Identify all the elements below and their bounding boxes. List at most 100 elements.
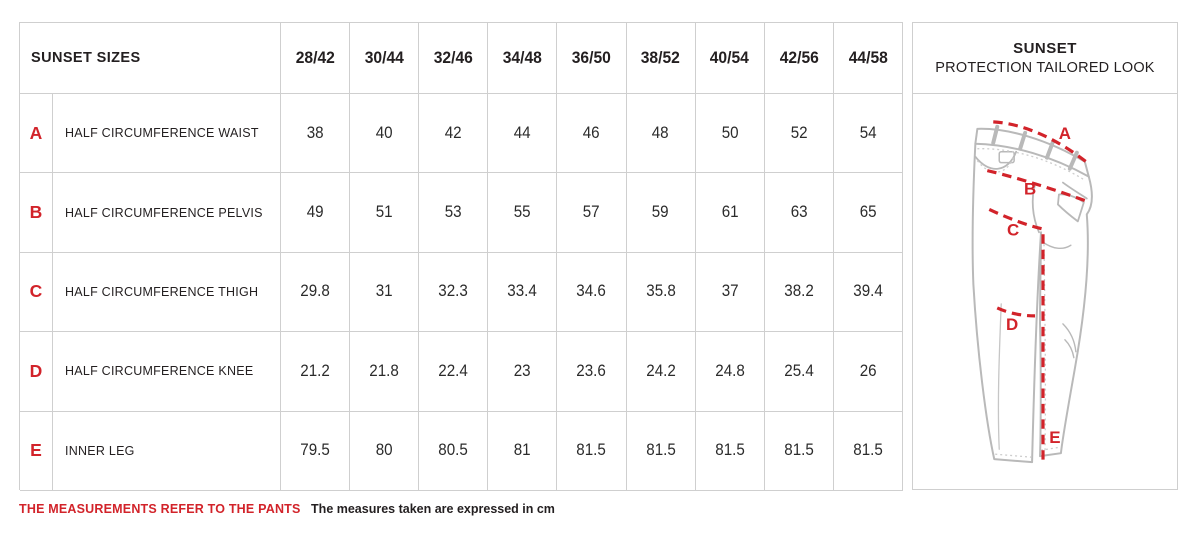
value: 53 bbox=[444, 203, 462, 222]
value-cell: 32.3 bbox=[419, 252, 489, 333]
value: 23 bbox=[513, 361, 531, 380]
value: 81.5 bbox=[645, 441, 676, 460]
value: 48 bbox=[652, 123, 670, 142]
value: 81.5 bbox=[784, 441, 814, 460]
value-cell: 63 bbox=[764, 173, 834, 253]
size-header-label: 30/44 bbox=[364, 48, 404, 67]
value-cell: 23.6 bbox=[557, 332, 627, 412]
value: 59 bbox=[652, 203, 670, 222]
value: 25.4 bbox=[784, 361, 814, 380]
pants-illustration: A B C D E bbox=[971, 120, 1093, 464]
value-cell: 81 bbox=[488, 411, 558, 491]
value: 61 bbox=[721, 203, 739, 222]
value: 80.5 bbox=[438, 441, 469, 460]
value: 38 bbox=[306, 123, 324, 142]
value: 79.5 bbox=[300, 441, 330, 460]
value-cell: 54 bbox=[833, 94, 903, 174]
table-title: SUNSET SIZES bbox=[20, 23, 281, 94]
row-letter: C bbox=[20, 252, 53, 333]
value-cell: 29.8 bbox=[281, 252, 351, 333]
size-header-cell: 38/52 bbox=[626, 23, 696, 94]
value: 40 bbox=[375, 123, 393, 142]
size-header-cell: 28/42 bbox=[281, 23, 351, 94]
value: 81.5 bbox=[714, 441, 745, 460]
row-letter: E bbox=[20, 411, 53, 491]
value-cell: 22.4 bbox=[419, 332, 489, 412]
value: 35.8 bbox=[645, 282, 676, 301]
value: 46 bbox=[583, 123, 600, 142]
value-cell: 33.4 bbox=[488, 252, 558, 333]
measurement-note: THE MEASUREMENTS REFER TO THE PANTS The … bbox=[19, 502, 555, 516]
value-cell: 53 bbox=[419, 173, 489, 253]
diagram-label-b: B bbox=[1024, 179, 1036, 198]
size-header-cell: 34/48 bbox=[488, 23, 558, 94]
value: 51 bbox=[375, 203, 393, 222]
size-header-cell: 44/58 bbox=[833, 23, 903, 94]
row-label: HALF CIRCUMFERENCE KNEE bbox=[53, 332, 281, 412]
size-header-label: 28/42 bbox=[295, 48, 335, 67]
value: 21.2 bbox=[300, 361, 330, 380]
value-cell: 44 bbox=[488, 94, 558, 174]
value-cell: 24.2 bbox=[626, 332, 696, 412]
pelvis-line-B bbox=[986, 169, 1086, 202]
value-cell: 57 bbox=[557, 173, 627, 253]
value-cell: 38.2 bbox=[764, 252, 834, 333]
value: 29.8 bbox=[300, 282, 330, 301]
value-cell: 59 bbox=[626, 173, 696, 253]
value: 54 bbox=[859, 123, 877, 142]
value: 50 bbox=[721, 123, 739, 142]
panel-header: SUNSET PROTECTION TAILORED LOOK bbox=[913, 23, 1177, 94]
value-cell: 81.5 bbox=[695, 411, 765, 491]
value-cell: 40 bbox=[350, 94, 420, 174]
value-cell: 35.8 bbox=[626, 252, 696, 333]
value: 23.6 bbox=[576, 361, 607, 380]
size-header-label: 44/58 bbox=[848, 48, 888, 67]
value-cell: 24.8 bbox=[695, 332, 765, 412]
value-cell: 61 bbox=[695, 173, 765, 253]
value: 81 bbox=[513, 441, 531, 460]
value: 33.4 bbox=[507, 282, 538, 301]
size-header-cell: 32/46 bbox=[419, 23, 489, 94]
value: 44 bbox=[513, 123, 531, 142]
value-cell: 26 bbox=[833, 332, 903, 412]
value-cell: 34.6 bbox=[557, 252, 627, 333]
value-cell: 42 bbox=[419, 94, 489, 174]
product-panel: SUNSET PROTECTION TAILORED LOOK bbox=[912, 22, 1178, 490]
product-subtitle: PROTECTION TAILORED LOOK bbox=[935, 60, 1155, 76]
value: 65 bbox=[859, 203, 877, 222]
row-label: HALF CIRCUMFERENCE PELVIS bbox=[53, 173, 281, 253]
value-cell: 80.5 bbox=[419, 411, 489, 491]
pants-measurement-diagram: A B C D E bbox=[913, 94, 1177, 490]
value: 26 bbox=[859, 361, 877, 380]
value-cell: 52 bbox=[764, 94, 834, 174]
waist-line-A bbox=[993, 120, 1091, 166]
value: 38.2 bbox=[784, 282, 814, 301]
value-cell: 48 bbox=[626, 94, 696, 174]
size-header-cell: 30/44 bbox=[350, 23, 420, 94]
knee-line-D bbox=[996, 306, 1036, 318]
size-header-label: 34/48 bbox=[502, 48, 542, 67]
size-header-label: 38/52 bbox=[641, 48, 681, 67]
size-header-cell: 36/50 bbox=[557, 23, 627, 94]
size-chart-table: SUNSET SIZES 28/42 30/44 32/46 34/48 36/… bbox=[19, 22, 903, 491]
value-cell: 25.4 bbox=[764, 332, 834, 412]
thigh-line-C bbox=[988, 207, 1045, 231]
value: 22.4 bbox=[438, 361, 469, 380]
value-cell: 37 bbox=[695, 252, 765, 333]
row-label: HALF CIRCUMFERENCE WAIST bbox=[53, 94, 281, 174]
value-cell: 80 bbox=[350, 411, 420, 491]
value-cell: 31 bbox=[350, 252, 420, 333]
value-cell: 65 bbox=[833, 173, 903, 253]
value-cell: 81.5 bbox=[626, 411, 696, 491]
diagram-label-e: E bbox=[1049, 428, 1060, 447]
value-cell: 21.2 bbox=[281, 332, 351, 412]
value-cell: 46 bbox=[557, 94, 627, 174]
diagram-label-c: C bbox=[1007, 220, 1019, 239]
value: 55 bbox=[513, 203, 531, 222]
value: 37 bbox=[721, 282, 739, 301]
row-letter: A bbox=[20, 94, 53, 174]
value: 81.5 bbox=[576, 441, 607, 460]
value: 52 bbox=[790, 123, 808, 142]
size-header-label: 40/54 bbox=[710, 48, 750, 67]
value-cell: 55 bbox=[488, 173, 558, 253]
